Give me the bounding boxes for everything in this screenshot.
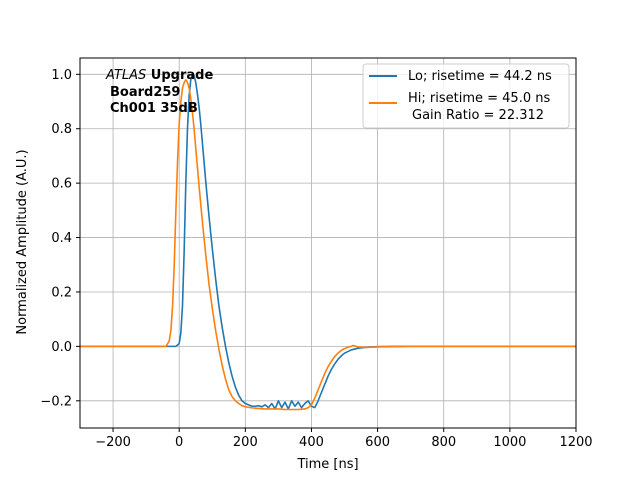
axis-ticks: −200 0 200 400 600 800 1000 1200 −0.2 0.0 0.2 0.4 0.…	[40, 68, 592, 450]
legend: Lo; risetime = 44.2 ns Hi; risetime = 45…	[362, 63, 570, 129]
annotation-line1: ATLAS Upgrade	[105, 68, 213, 83]
annotation: ATLAS Upgrade Board259 Ch001 35dB	[105, 68, 213, 116]
x-tick-label: 800	[431, 435, 456, 450]
y-tick-label: 0.0	[51, 340, 72, 355]
y-tick-label: −0.2	[40, 394, 72, 409]
legend-label-hi: Hi; risetime = 45.0 ns	[408, 91, 550, 106]
annotation-upgrade: Upgrade	[146, 68, 213, 83]
y-tick-label: 0.6	[51, 177, 72, 192]
y-tick-label: 0.2	[51, 285, 72, 300]
legend-box	[362, 63, 570, 129]
y-tick-label: 1.0	[51, 68, 72, 83]
x-tick-label: 0	[175, 435, 183, 450]
y-tick-label: 0.8	[51, 122, 72, 137]
legend-label-hi-line2: Gain Ratio = 22.312	[412, 108, 544, 123]
series-lines	[80, 73, 576, 411]
x-tick-label: 1000	[493, 435, 526, 450]
annotation-line2: Board259	[110, 85, 180, 100]
y-axis-label: Normalized Amplitude (A.U.)	[15, 149, 30, 334]
legend-label-lo: Lo; risetime = 44.2 ns	[408, 69, 552, 84]
x-tick-label: 600	[365, 435, 390, 450]
x-axis-label: Time [ns]	[296, 457, 358, 472]
series-line-hi	[80, 78, 576, 411]
y-tick-label: 0.4	[51, 231, 72, 246]
annotation-line3: Ch001 35dB	[110, 101, 198, 116]
annotation-atlas: ATLAS	[105, 68, 146, 83]
x-tick-label: 200	[233, 435, 258, 450]
x-tick-label: 1200	[559, 435, 592, 450]
x-tick-label: 400	[299, 435, 324, 450]
plot-frame	[79, 57, 577, 429]
series-line-lo	[80, 73, 576, 410]
x-tick-label: −200	[95, 435, 131, 450]
